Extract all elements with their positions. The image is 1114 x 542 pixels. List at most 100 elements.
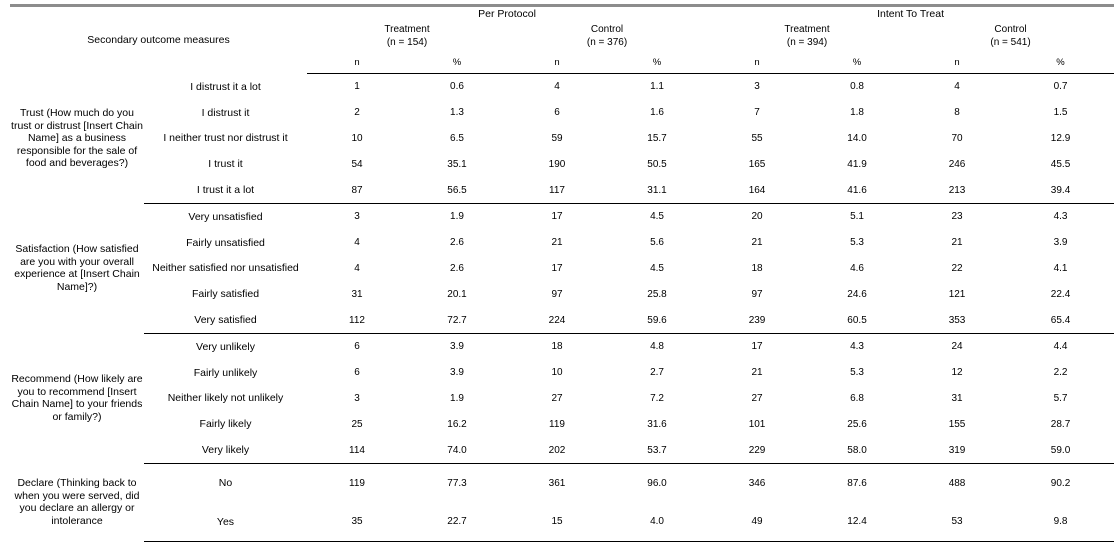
cell-n: 4 [354,262,360,274]
table-row: Declare (Thinking back to when you were … [10,463,1114,527]
cell-n: 3 [354,211,360,223]
cell-n: 7 [754,107,760,119]
cell-pct: 2.7 [650,367,664,379]
table-row: Recommend (How likely are you to recomme… [10,333,1114,423]
cell-pct: 59.0 [1007,437,1114,464]
cell-pct: 56.5 [407,177,507,204]
cell-pct: 2.2 [1053,367,1068,379]
cell-n: 164 [707,177,808,204]
secondary-outcomes-table: Secondary outcome measures Per Protocol … [10,7,1114,542]
cell-n: 21 [751,367,763,379]
cell-n: 361 [548,477,566,489]
cell-pct: 1.1 [650,81,664,93]
cell-n: 4 [354,237,360,249]
cell-pct: 2.6 [450,262,464,274]
cell-n: 202 [507,437,607,464]
response-label: Fairly satisfied [191,288,260,301]
cell-pct: 87.6 [847,477,867,489]
outcome-group-label: Satisfaction (How satisfied are you with… [14,243,140,293]
cell-n: 4 [954,81,960,93]
cell-pct: 1.9 [450,211,464,223]
table-row: Very satisfied 112 72.7 224 59.6 239 60.5 353 65… [10,307,1114,334]
cell-n: 8 [954,107,960,119]
table-header: Secondary outcome measures Per Protocol … [10,7,1114,74]
cell-n: 31 [951,392,963,404]
cell-n: 112 [307,307,407,334]
response-label: I neither trust nor distrust it [163,132,288,145]
itt-control-label: Control [994,24,1027,35]
column-header-n: n [507,51,607,74]
cell-pct: 35.1 [447,158,467,170]
cell-n: 346 [748,477,766,489]
cell-pct: 74.0 [407,437,507,464]
column-header-pct: % [607,51,708,74]
cell-n: 3 [754,81,760,93]
table-row: Neither likely not unlikely 3 1.9 27 7.2 27 6.… [10,386,1114,412]
response-label: Very unsatisfied [188,210,263,223]
cell-n: 23 [951,211,963,223]
cell-pct: 3.9 [1053,237,1068,249]
table-row: Satisfaction (How satisfied are you with… [10,203,1114,293]
response-label: Very satisfied [144,307,307,334]
cell-pct: 0.6 [450,81,464,93]
cell-pct: 3.9 [450,341,464,353]
column-header-pct: % [407,51,507,74]
table-body: Trust (How much do you trust or distrust… [10,74,1114,542]
outcome-group-label: Recommend (How likely are you to recomme… [11,373,143,423]
cell-pct: 96.0 [647,477,667,489]
cell-n: 6 [354,367,360,379]
cell-pct: 22.7 [407,502,507,542]
cell-n: 97 [551,288,563,300]
cell-n: 101 [748,418,766,430]
itt-control-n: (n = 541) [990,37,1031,48]
pp-treatment-n: (n = 154) [386,37,428,48]
cell-n: 87 [307,177,407,204]
cell-pct: 20.1 [447,288,467,300]
cell-pct: 4.0 [607,502,708,542]
outcome-group-label: Declare (Thinking back to when you were … [14,477,140,527]
cell-pct: 6.8 [850,392,864,404]
cell-n: 239 [707,307,808,334]
cell-n: 53 [907,502,1008,542]
table-row: Trust (How much do you trust or distrust… [10,74,1114,170]
cell-pct: 53.7 [607,437,708,464]
cell-pct: 0.7 [1053,81,1068,93]
cell-pct: 60.5 [807,307,908,334]
cell-pct: 3.9 [450,367,464,379]
cell-pct: 31.6 [647,418,667,430]
cell-pct: 4.3 [1053,211,1068,223]
cell-n: 54 [351,158,363,170]
table-row: Fairly likely 25 16.2 119 31.6 101 25.6 155 28.7 [10,411,1114,437]
cell-n: 49 [707,502,808,542]
cell-pct: 12.9 [1050,132,1071,144]
cell-n: 229 [707,437,808,464]
cell-pct: 25.8 [647,288,667,300]
cell-pct: 39.4 [1007,177,1114,204]
cell-pct: 5.6 [650,237,664,249]
response-label: I trust it [208,158,243,171]
cell-pct: 4.5 [650,262,664,274]
cell-n: 24 [951,341,963,353]
cell-n: 155 [948,418,966,430]
cell-n: 31 [351,288,363,300]
cell-pct: 24.6 [847,288,867,300]
cell-pct: 7.2 [650,392,664,404]
cell-n: 1 [354,81,360,93]
response-label: Very likely [144,437,307,464]
cell-pct: 0.8 [850,81,864,93]
cell-pct: 5.3 [850,367,864,379]
response-label: No [218,477,233,490]
cell-n: 21 [951,237,963,249]
table-row: Very likely 114 74.0 202 53.7 229 58.0 319 59.0 [10,437,1114,464]
cell-pct: 4.3 [850,341,864,353]
cell-pct: 1.5 [1053,107,1068,119]
cell-n: 4 [554,81,560,93]
cell-n: 17 [551,262,563,274]
table-row: Yes 35 22.7 15 4.0 49 12.4 53 9.8 [10,502,1114,542]
cell-pct: 4.1 [1053,262,1068,274]
cell-n: 117 [507,177,607,204]
cell-pct: 5.3 [850,237,864,249]
cell-n: 2 [354,107,360,119]
cell-n: 18 [551,341,563,353]
cell-pct: 58.0 [807,437,908,464]
